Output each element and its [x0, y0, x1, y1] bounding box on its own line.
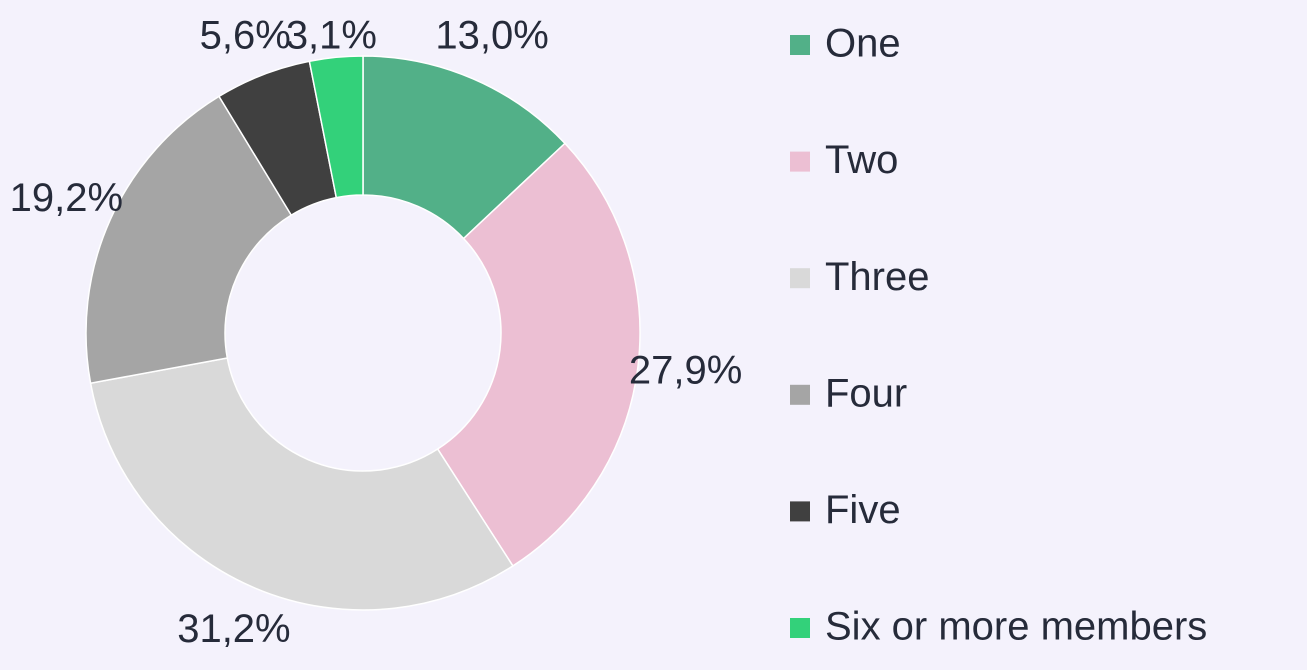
data-label: 19,2%: [10, 176, 123, 220]
legend-label: Three: [825, 255, 930, 299]
legend-label: Two: [825, 138, 898, 182]
legend-swatch: [790, 384, 810, 405]
legend-swatch: [790, 501, 810, 522]
legend-swatch: [790, 151, 810, 172]
data-label: 27,9%: [629, 348, 742, 392]
legend-label: Five: [825, 488, 901, 532]
data-label: 3,1%: [286, 14, 377, 58]
donut-segment: [362, 55, 566, 240]
donut-segment: [308, 55, 364, 199]
donut-segment: [85, 95, 293, 385]
data-label: 13,0%: [435, 14, 548, 58]
legend-swatch: [790, 35, 810, 55]
legend-label: Four: [825, 371, 907, 415]
data-label: 5,6%: [200, 14, 291, 58]
legend-swatch: [790, 268, 810, 289]
donut-segment: [89, 357, 514, 611]
donut-segment: [436, 142, 641, 567]
legend-label: Six or more members: [825, 605, 1207, 649]
data-label: 31,2%: [177, 607, 290, 651]
legend-swatch: [790, 618, 810, 638]
legend-label: One: [825, 22, 901, 66]
